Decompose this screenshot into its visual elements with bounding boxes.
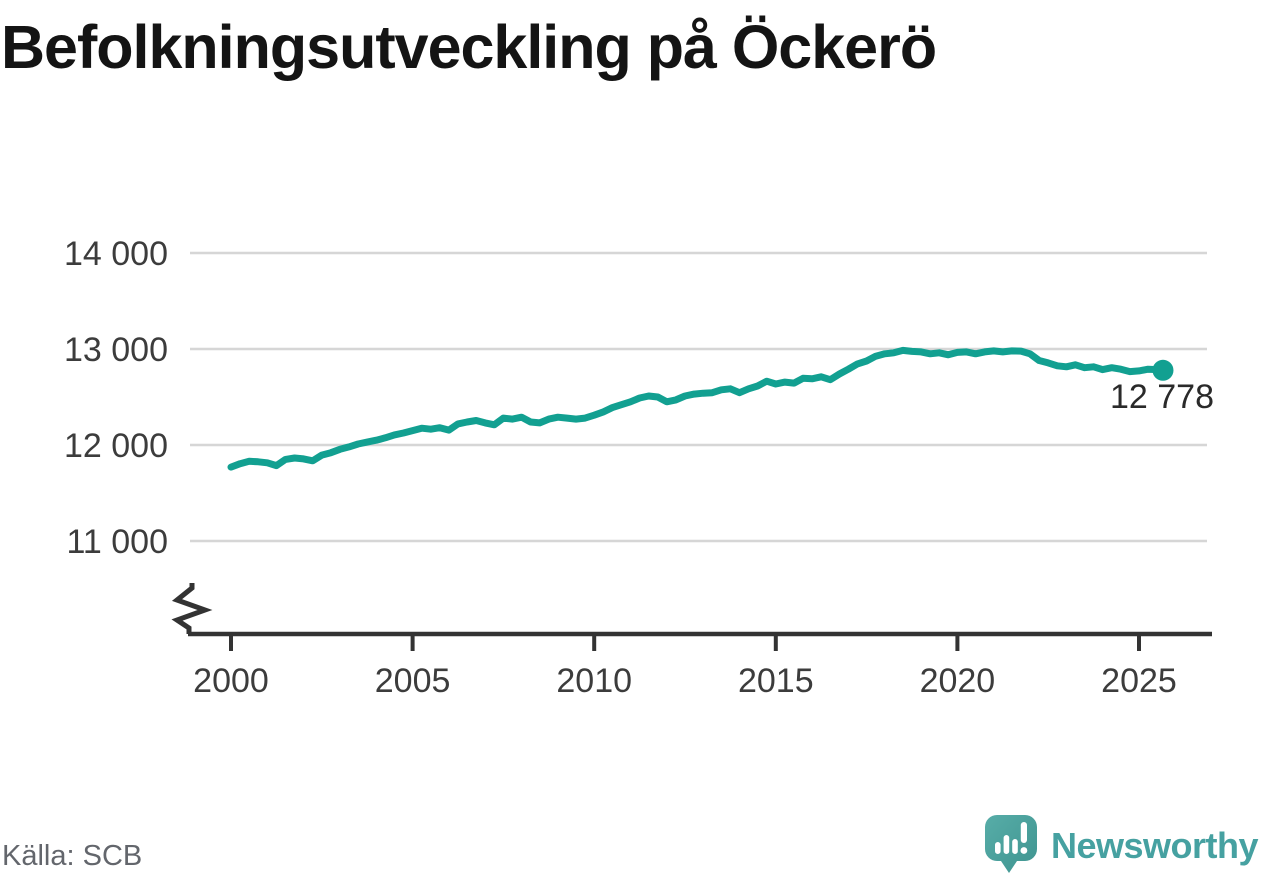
x-axis-tick-labels: 2000 2005 2010 2015 2020 2025: [193, 662, 1177, 700]
x-axis-ticks: [229, 636, 1141, 651]
page-title: Befolkningsutveckling på Öckerö: [1, 13, 937, 81]
population-line: [227, 346, 1167, 471]
x-axis-tick-label: 2000: [193, 662, 269, 700]
end-point-dot: [1152, 359, 1174, 381]
y-axis-break-zigzag: [171, 583, 213, 634]
x-axis-tick-label: 2005: [375, 662, 451, 700]
x-axis-tick-label: 2010: [556, 662, 632, 700]
x-axis-tick-label: 2020: [920, 662, 996, 700]
end-value-label: 12 778: [1110, 378, 1214, 416]
data-series: [227, 346, 1174, 471]
x-axis-tick-label: 2015: [738, 662, 814, 700]
y-axis-tick-label: 11 000: [67, 523, 168, 561]
y-axis-tick-label: 13 000: [64, 331, 168, 369]
y-axis-tick-label: 14 000: [64, 235, 168, 273]
x-axis-tick-label: 2025: [1101, 662, 1177, 700]
end-value-annotation: 12 778: [1110, 378, 1214, 416]
newsworthy-logo: Newsworthy: [983, 814, 1259, 878]
newsworthy-logo-text: Newsworthy: [1050, 825, 1259, 866]
y-axis-tick-labels: 11 000 12 000 13 000 14 000: [64, 235, 168, 561]
y-axis-tick-label: 12 000: [64, 427, 168, 465]
newsworthy-speech-bubble-chart-icon: [984, 815, 1037, 873]
source-note: Källa: SCB: [2, 840, 143, 872]
